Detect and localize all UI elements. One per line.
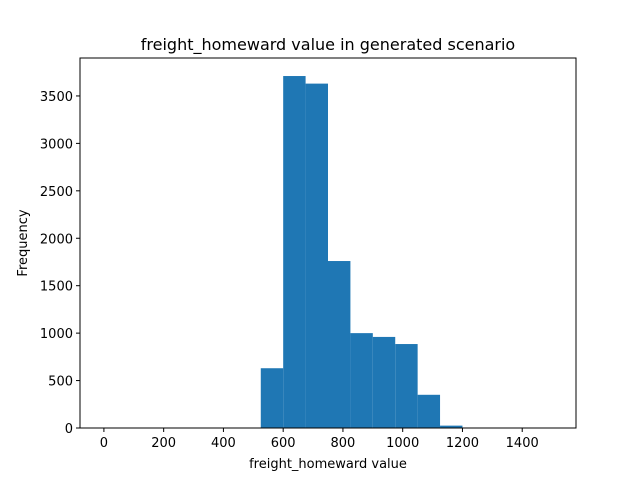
histogram-bar-0	[260, 368, 284, 428]
x-tick-label-4: 800	[331, 436, 356, 451]
histogram-bar-2	[305, 83, 328, 428]
histogram-bar-7	[417, 394, 441, 428]
bars-group	[260, 76, 463, 429]
y-tick-label-0: 0	[65, 422, 73, 437]
histogram-bar-3	[328, 261, 351, 428]
y-tick-label-5: 2500	[40, 185, 73, 200]
x-tick-label-2: 400	[211, 436, 236, 451]
x-tick-label-7: 1400	[506, 436, 539, 451]
y-tick-label-6: 3000	[40, 137, 73, 152]
histogram-bar-5	[372, 336, 396, 428]
x-axis-ticks: 0 200 400 600 800 1000 1200 1400	[100, 428, 539, 451]
x-tick-label-3: 600	[271, 436, 296, 451]
y-axis-ticks: 0 500 1000 1500 2000 2500 3000 3500	[40, 90, 80, 437]
y-tick-label-3: 1500	[40, 280, 73, 295]
x-axis-label: freight_homeward value	[249, 457, 407, 472]
y-tick-label-2: 1000	[40, 327, 73, 342]
y-tick-label-4: 2000	[40, 232, 73, 247]
x-tick-label-5: 1000	[386, 436, 419, 451]
chart-title: freight_homeward value in generated scen…	[141, 35, 515, 55]
x-tick-label-6: 1200	[446, 436, 479, 451]
histogram-bar-1	[283, 76, 306, 429]
histogram-bar-4	[350, 333, 373, 428]
histogram-bar-8	[440, 425, 463, 428]
histogram-bar-6	[395, 344, 418, 428]
plot-frame	[79, 57, 577, 429]
y-tick-label-1: 500	[48, 375, 73, 390]
x-tick-label-1: 200	[151, 436, 176, 451]
x-tick-label-0: 0	[100, 436, 108, 451]
y-axis-label: Frequency	[16, 209, 31, 276]
y-tick-label-7: 3500	[40, 90, 73, 105]
